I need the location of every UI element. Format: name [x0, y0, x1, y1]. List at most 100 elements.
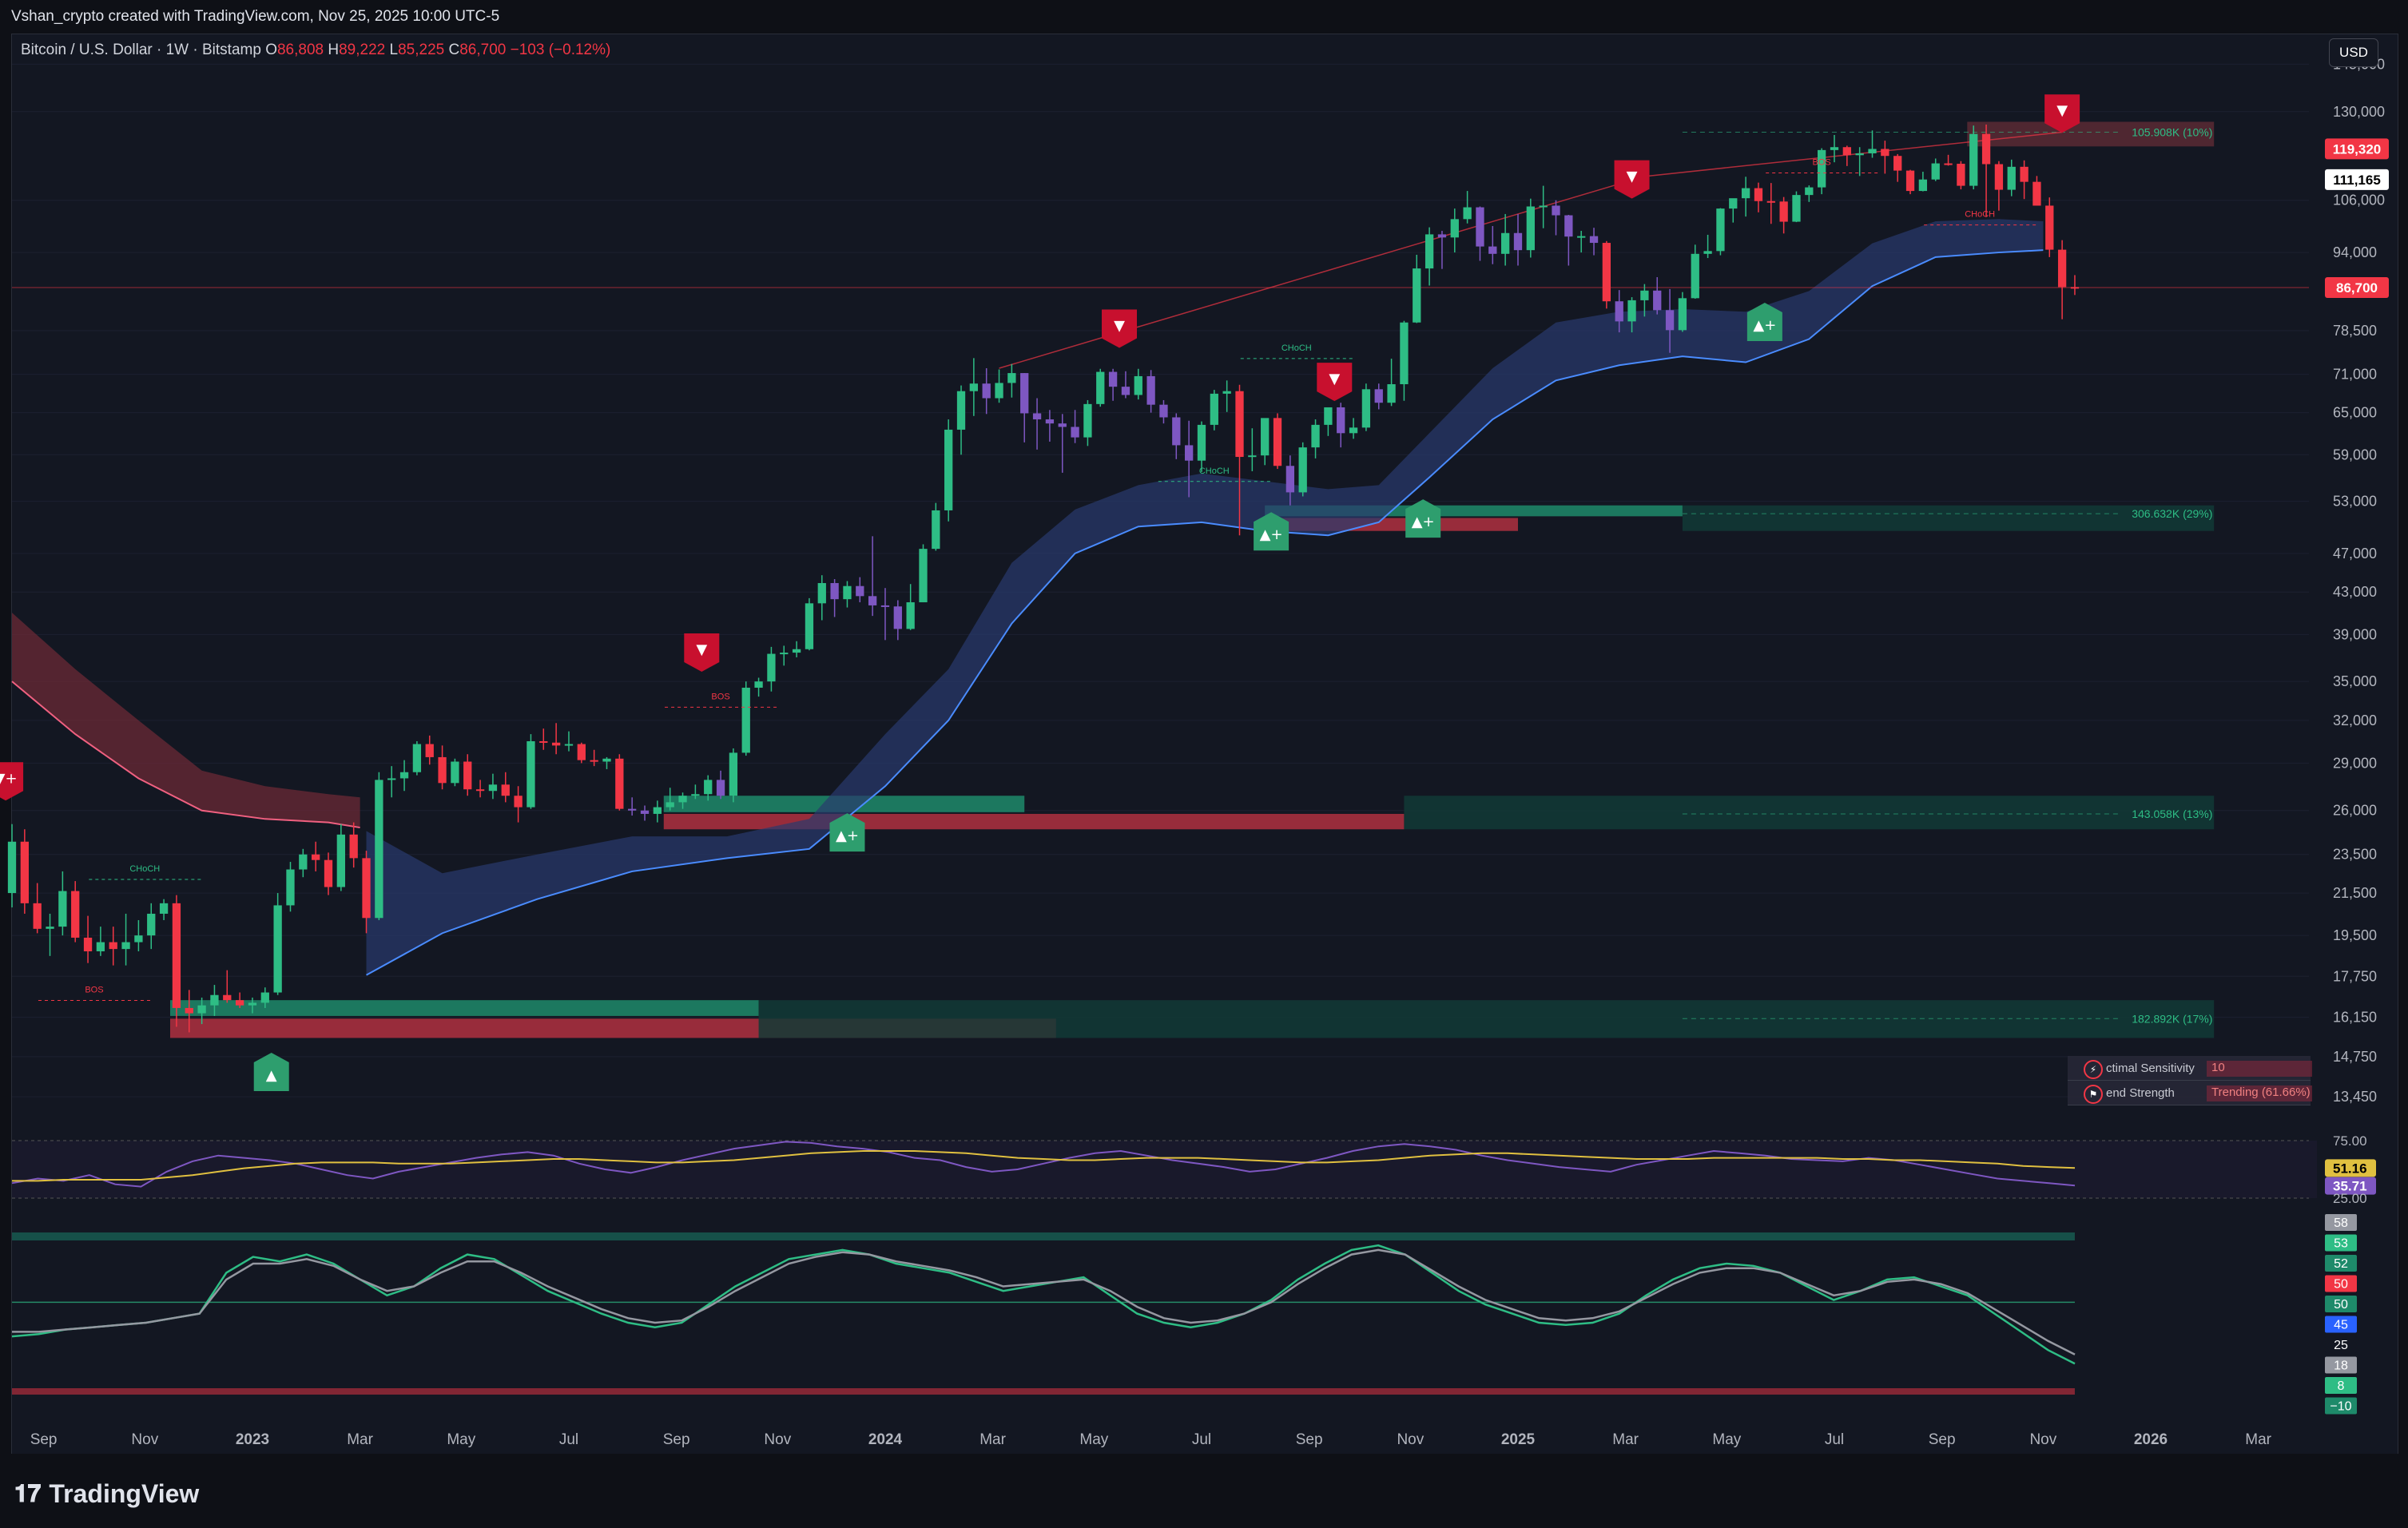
candle-body	[1969, 133, 1978, 186]
candle-body	[1096, 371, 1105, 404]
candle-body	[1615, 301, 1623, 322]
top-bar: Vshan_crypto created with TradingView.co…	[0, 0, 2408, 34]
candle-body	[134, 935, 143, 943]
momentum-badge	[2325, 1356, 2357, 1374]
candle-body	[1121, 387, 1130, 395]
candle-body	[1716, 208, 1725, 252]
candle-body	[1640, 290, 1649, 300]
zone-label: 182.892K (17%)	[2132, 1012, 2212, 1025]
buy-signal: ▲	[253, 1052, 289, 1091]
candle-body	[1134, 375, 1142, 395]
candle-body	[33, 903, 42, 929]
candle-body	[412, 744, 422, 772]
candle-body	[1400, 322, 1409, 385]
high-label: H	[328, 42, 340, 58]
momentum-label: 25	[2334, 1339, 2348, 1352]
candle-body	[969, 383, 979, 391]
price-badge	[2325, 138, 2389, 160]
candle-body	[1855, 153, 1864, 156]
sell-signal-box	[1317, 363, 1353, 402]
time-tick-label: 2024	[868, 1431, 903, 1448]
time-tick-label: Sep	[663, 1431, 690, 1448]
candle-body	[336, 834, 345, 887]
candle-body	[741, 687, 750, 753]
candle-body	[463, 761, 472, 790]
price-tick-label: 32,000	[2333, 712, 2377, 728]
candle-body	[1210, 393, 1218, 425]
candle-body	[235, 1000, 244, 1006]
candle-body	[1108, 371, 1118, 387]
currency-button[interactable]: USD	[2329, 38, 2378, 67]
candle-body	[1007, 373, 1016, 383]
candle-body	[362, 858, 371, 919]
time-tick-label: Mar	[979, 1431, 1006, 1448]
candle-body	[1172, 417, 1181, 446]
candle-body	[349, 834, 358, 859]
footer-bar	[0, 1454, 2408, 1528]
info-value: Trending (61.66%)	[2207, 1085, 2312, 1101]
price-badge	[2325, 169, 2389, 190]
candle-body	[475, 789, 485, 792]
time-tick-label: Sep	[30, 1431, 58, 1448]
candle-body	[602, 758, 611, 762]
buy-signal-box	[1405, 499, 1441, 538]
candle-body	[1513, 232, 1523, 251]
info-row-sensitivity: ⚡ ctimal Sensitivity 10	[2068, 1056, 2312, 1081]
symbol-legend: Bitcoin / U.S. Dollar · 1W · Bitstamp O8…	[21, 42, 610, 59]
price-tick-label: 35,000	[2333, 673, 2377, 689]
candle-body	[387, 778, 396, 780]
bullish-band	[366, 219, 2044, 975]
price-tick-label: 78,500	[2333, 323, 2377, 339]
momentum-label: 50	[2334, 1278, 2348, 1292]
demand-zone	[170, 1000, 759, 1016]
candle-body	[856, 585, 864, 597]
momentum-label: 53	[2334, 1237, 2348, 1251]
candle-body	[1197, 424, 1206, 461]
candle-body	[1868, 149, 1877, 153]
candle-body	[1994, 164, 2004, 190]
sell-signal: ▼	[2044, 94, 2080, 133]
time-tick-label: May	[1079, 1431, 1108, 1448]
signal-label: ▼	[696, 641, 707, 658]
sell-signal-box	[1102, 309, 1138, 348]
candle-body	[1349, 427, 1358, 434]
candle-body	[1564, 215, 1573, 237]
candle-body	[780, 653, 789, 655]
candle-body	[1766, 200, 1775, 203]
candle-body	[716, 780, 725, 796]
time-tick-label: Jul	[1825, 1431, 1844, 1448]
zone-extension	[1404, 796, 2215, 830]
resistance-trendline	[1644, 131, 2063, 177]
candle-body	[564, 744, 574, 746]
candle-body	[691, 794, 700, 796]
lightning-icon: ⚡	[2084, 1060, 2103, 1079]
candle-body	[1526, 206, 1535, 251]
candle-body	[1792, 195, 1801, 222]
signal-label: ▲	[266, 1067, 277, 1084]
candle-body	[1893, 156, 1902, 171]
candle-body	[2045, 205, 2054, 250]
momentum-badge	[2325, 1234, 2357, 1252]
candle-body	[1413, 268, 1421, 323]
chart-frame[interactable]	[11, 34, 2398, 1455]
price-badge-label: 111,165	[2333, 173, 2381, 188]
candle-body	[488, 784, 498, 792]
price-tick-label: 13,450	[2333, 1089, 2377, 1105]
candle-body	[1842, 147, 1851, 156]
tradingview-logo[interactable]: 𝟏𝟕 TradingView	[14, 1479, 199, 1509]
momentum-bottom-ribbon	[12, 1388, 2075, 1395]
candle-body	[1881, 149, 1889, 157]
structure-label: CHoCH	[1281, 343, 1312, 353]
candle-body	[1248, 455, 1257, 458]
price-tick-label: 17,750	[2333, 968, 2377, 984]
candle-body	[1577, 236, 1586, 238]
candle-body	[1298, 447, 1307, 493]
price-tick-label: 23,500	[2333, 847, 2377, 863]
candle-body	[982, 383, 991, 399]
change-value: −103 (−0.12%)	[510, 42, 611, 58]
sell-signal-box	[2044, 94, 2080, 133]
signal-label: ▲+	[836, 828, 859, 844]
price-tick-label: 65,000	[2333, 405, 2377, 421]
candle-body	[2020, 166, 2029, 182]
